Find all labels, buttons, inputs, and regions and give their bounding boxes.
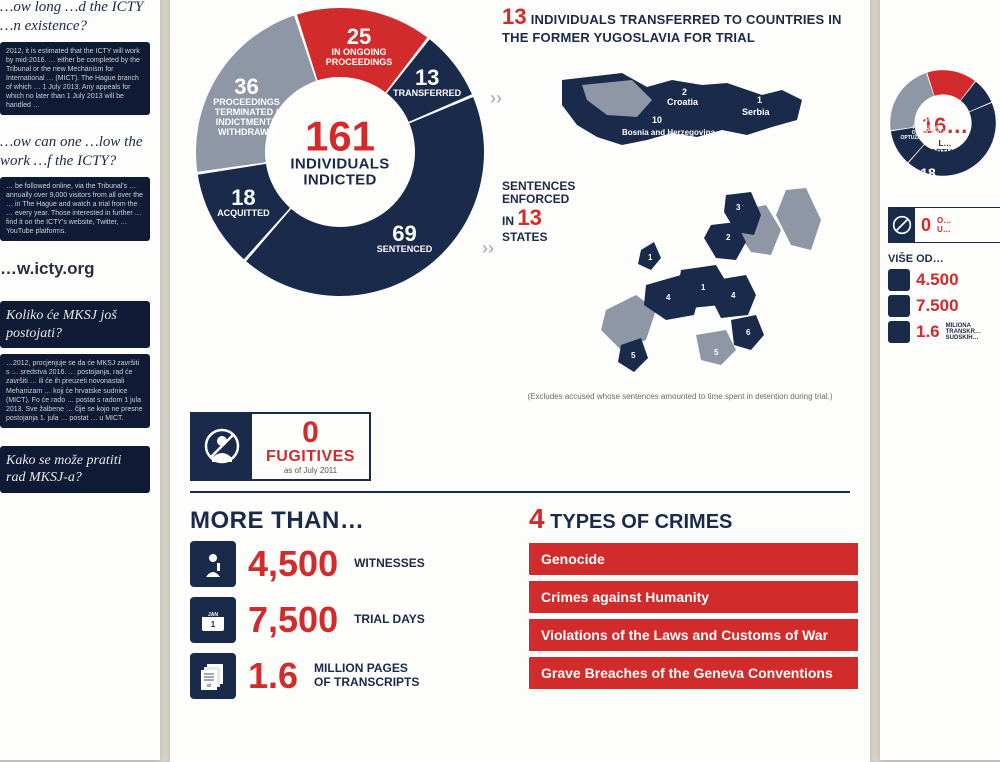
question-title: …ow long …d the ICTY …n existence? — [0, 0, 150, 36]
crimes-title: 4 TYPES OF CRIMES — [529, 503, 858, 535]
svg-text:2: 2 — [726, 233, 731, 242]
stat-row: xii 1.6 MILLION PAGESOF TRANSCRIPTS — [190, 653, 511, 699]
stat-value: 4,500 — [248, 546, 338, 582]
fugitives-box: 0 FUGITIVES as of July 2011 — [190, 412, 371, 481]
svg-text:5: 5 — [714, 348, 719, 357]
stat-label: MILLION PAGESOF TRANSCRIPTS — [314, 662, 419, 688]
svg-text:Croatia: Croatia — [667, 97, 699, 107]
no-fugitive-icon — [192, 414, 252, 479]
more-than-title: MORE THAN… — [190, 507, 511, 535]
maps-block: 13 INDIVIDUALS TRANSFERRED TO COUNTRIES … — [502, 2, 858, 402]
transferred-title: 13 INDIVIDUALS TRANSFERRED TO COUNTRIES … — [502, 4, 858, 45]
svg-text:4: 4 — [666, 293, 671, 302]
question-box: Koliko će MKSJ još postojati? …2012, pro… — [0, 301, 150, 428]
svg-text:2: 2 — [781, 233, 786, 242]
question-box: …ow can one …low the work …f the ICTY? …… — [0, 133, 150, 241]
svg-text:1: 1 — [648, 253, 653, 262]
enforced-label: SENTENCES ENFORCED IN 13 STATES — [502, 180, 580, 390]
question-title: …ow can one …low the work …f the ICTY? — [0, 133, 150, 171]
svg-text:Bosnia and Herzegovina: Bosnia and Herzegovina — [622, 128, 715, 137]
balkans-map: 2 Croatia 10 Bosnia and Herzegovina 1 Se… — [502, 45, 842, 175]
donut-segment-label: 36PROCEEDINGS TERMINATED / INDICTMENTS W… — [201, 76, 291, 138]
svg-text:1: 1 — [701, 283, 706, 292]
main-infographic: 1 6 1 INDIVIDUALS INDICTED 25IN ONGOING PR… — [170, 0, 870, 762]
stat-icon — [888, 295, 910, 317]
stat-row: 4.500 — [888, 269, 1000, 291]
fugitives-label: FUGITIVES — [266, 448, 355, 466]
svg-text:xii: xii — [207, 683, 212, 689]
question-body: … be followed online, via the Tribunal's… — [0, 177, 150, 242]
arrow-icon: ›› — [482, 242, 494, 255]
svg-text:2: 2 — [682, 87, 687, 97]
question-body: 2012, it is estimated that the ICTY will… — [0, 42, 150, 116]
svg-text:5: 5 — [631, 351, 636, 360]
more-than-title-mini: VIŠE OD… — [888, 253, 1000, 265]
left-sidebar: …ow long …d the ICTY …n existence? 2012,… — [0, 0, 160, 760]
arrow-icon: ›› — [490, 92, 502, 105]
svg-text:1: 1 — [211, 620, 216, 629]
more-than-column: MORE THAN… 4,500 WITNESSES JAN 1 7,500 TRI… — [182, 503, 511, 709]
right-sidebar: 16… L… OPTU… 0 O… U… VIŠE OD… 4.5007.500… — [880, 0, 1000, 760]
donut-segment-label: 36POSTUPAKA OKONČANO / OPTUŽNICE POVUČEN — [898, 110, 958, 141]
donut-center-label: INDIVIDUALS INDICTED — [270, 156, 410, 188]
donut-chart: 161 INDIVIDUALS INDICTED 25IN ONGOING PR… — [190, 2, 490, 302]
donut-segment-label: 18ACQUITTED — [198, 187, 288, 219]
fugitives-date: as of July 2011 — [266, 466, 355, 475]
stat-label: WITNESSES — [354, 557, 425, 570]
divider — [190, 491, 850, 493]
stat-icon — [888, 321, 910, 343]
crime-item: Genocide — [529, 543, 858, 575]
stat-value: 1.6 — [248, 658, 298, 694]
stat-icon — [888, 269, 910, 291]
svg-text:10: 10 — [652, 115, 662, 125]
no-fugitive-icon — [889, 208, 915, 242]
donut-segment-label: 13TRANSFERRED — [382, 67, 472, 99]
map-footnote: (Excludes accused whose sentences amount… — [502, 392, 858, 402]
svg-text:3: 3 — [736, 203, 741, 212]
stat-label: TRIAL DAYS — [354, 613, 425, 626]
svg-text:Serbia: Serbia — [742, 107, 771, 117]
donut-segment-label: 25IN ONGOING PROCEEDINGS — [314, 26, 404, 68]
svg-text:4: 4 — [731, 291, 736, 300]
question-box: Kako se može pratiti rad MKSJ-a? — [0, 446, 150, 493]
url-text: …w.icty.org — [0, 259, 150, 279]
europe-map: 3 2 4 1 4 1 5 6 5 2 — [586, 180, 846, 390]
stat-value: 7,500 — [248, 602, 338, 638]
question-box: …ow long …d the ICTY …n existence? 2012,… — [0, 0, 150, 115]
svg-text:6: 6 — [746, 328, 751, 337]
question-title: Kako se može pratiti rad MKSJ-a? — [0, 446, 150, 493]
question-body: …2012, procjenjuje se da će MKSJ završit… — [0, 354, 150, 428]
stat-row: 4,500 WITNESSES — [190, 541, 511, 587]
crimes-column: 4 TYPES OF CRIMES Genocide Crimes against… — [529, 503, 858, 709]
crime-item: Grave Breaches of the Geneva Conventions — [529, 657, 858, 689]
donut-segment-label: 18OSLOBOĐENIH — [898, 165, 958, 186]
donut-segment-label: 69SENTENCED — [359, 223, 449, 255]
svg-text:JAN: JAN — [208, 612, 218, 618]
svg-text:1: 1 — [757, 95, 762, 105]
calendar-icon: JAN 1 — [190, 597, 236, 643]
pages-icon: xii — [190, 653, 236, 699]
stat-row: 1.6MILIONATRANSKR…SUDSKIH… — [888, 321, 1000, 343]
stat-row: JAN 1 7,500 TRIAL DAYS — [190, 597, 511, 643]
stat-row: 7.500 — [888, 295, 1000, 317]
question-title: Koliko će MKSJ još postojati? — [0, 301, 150, 348]
witness-icon — [190, 541, 236, 587]
fugitives-count: 0 — [266, 418, 355, 448]
crime-item: Violations of the Laws and Customs of Wa… — [529, 619, 858, 651]
crime-item: Crimes against Humanity — [529, 581, 858, 613]
